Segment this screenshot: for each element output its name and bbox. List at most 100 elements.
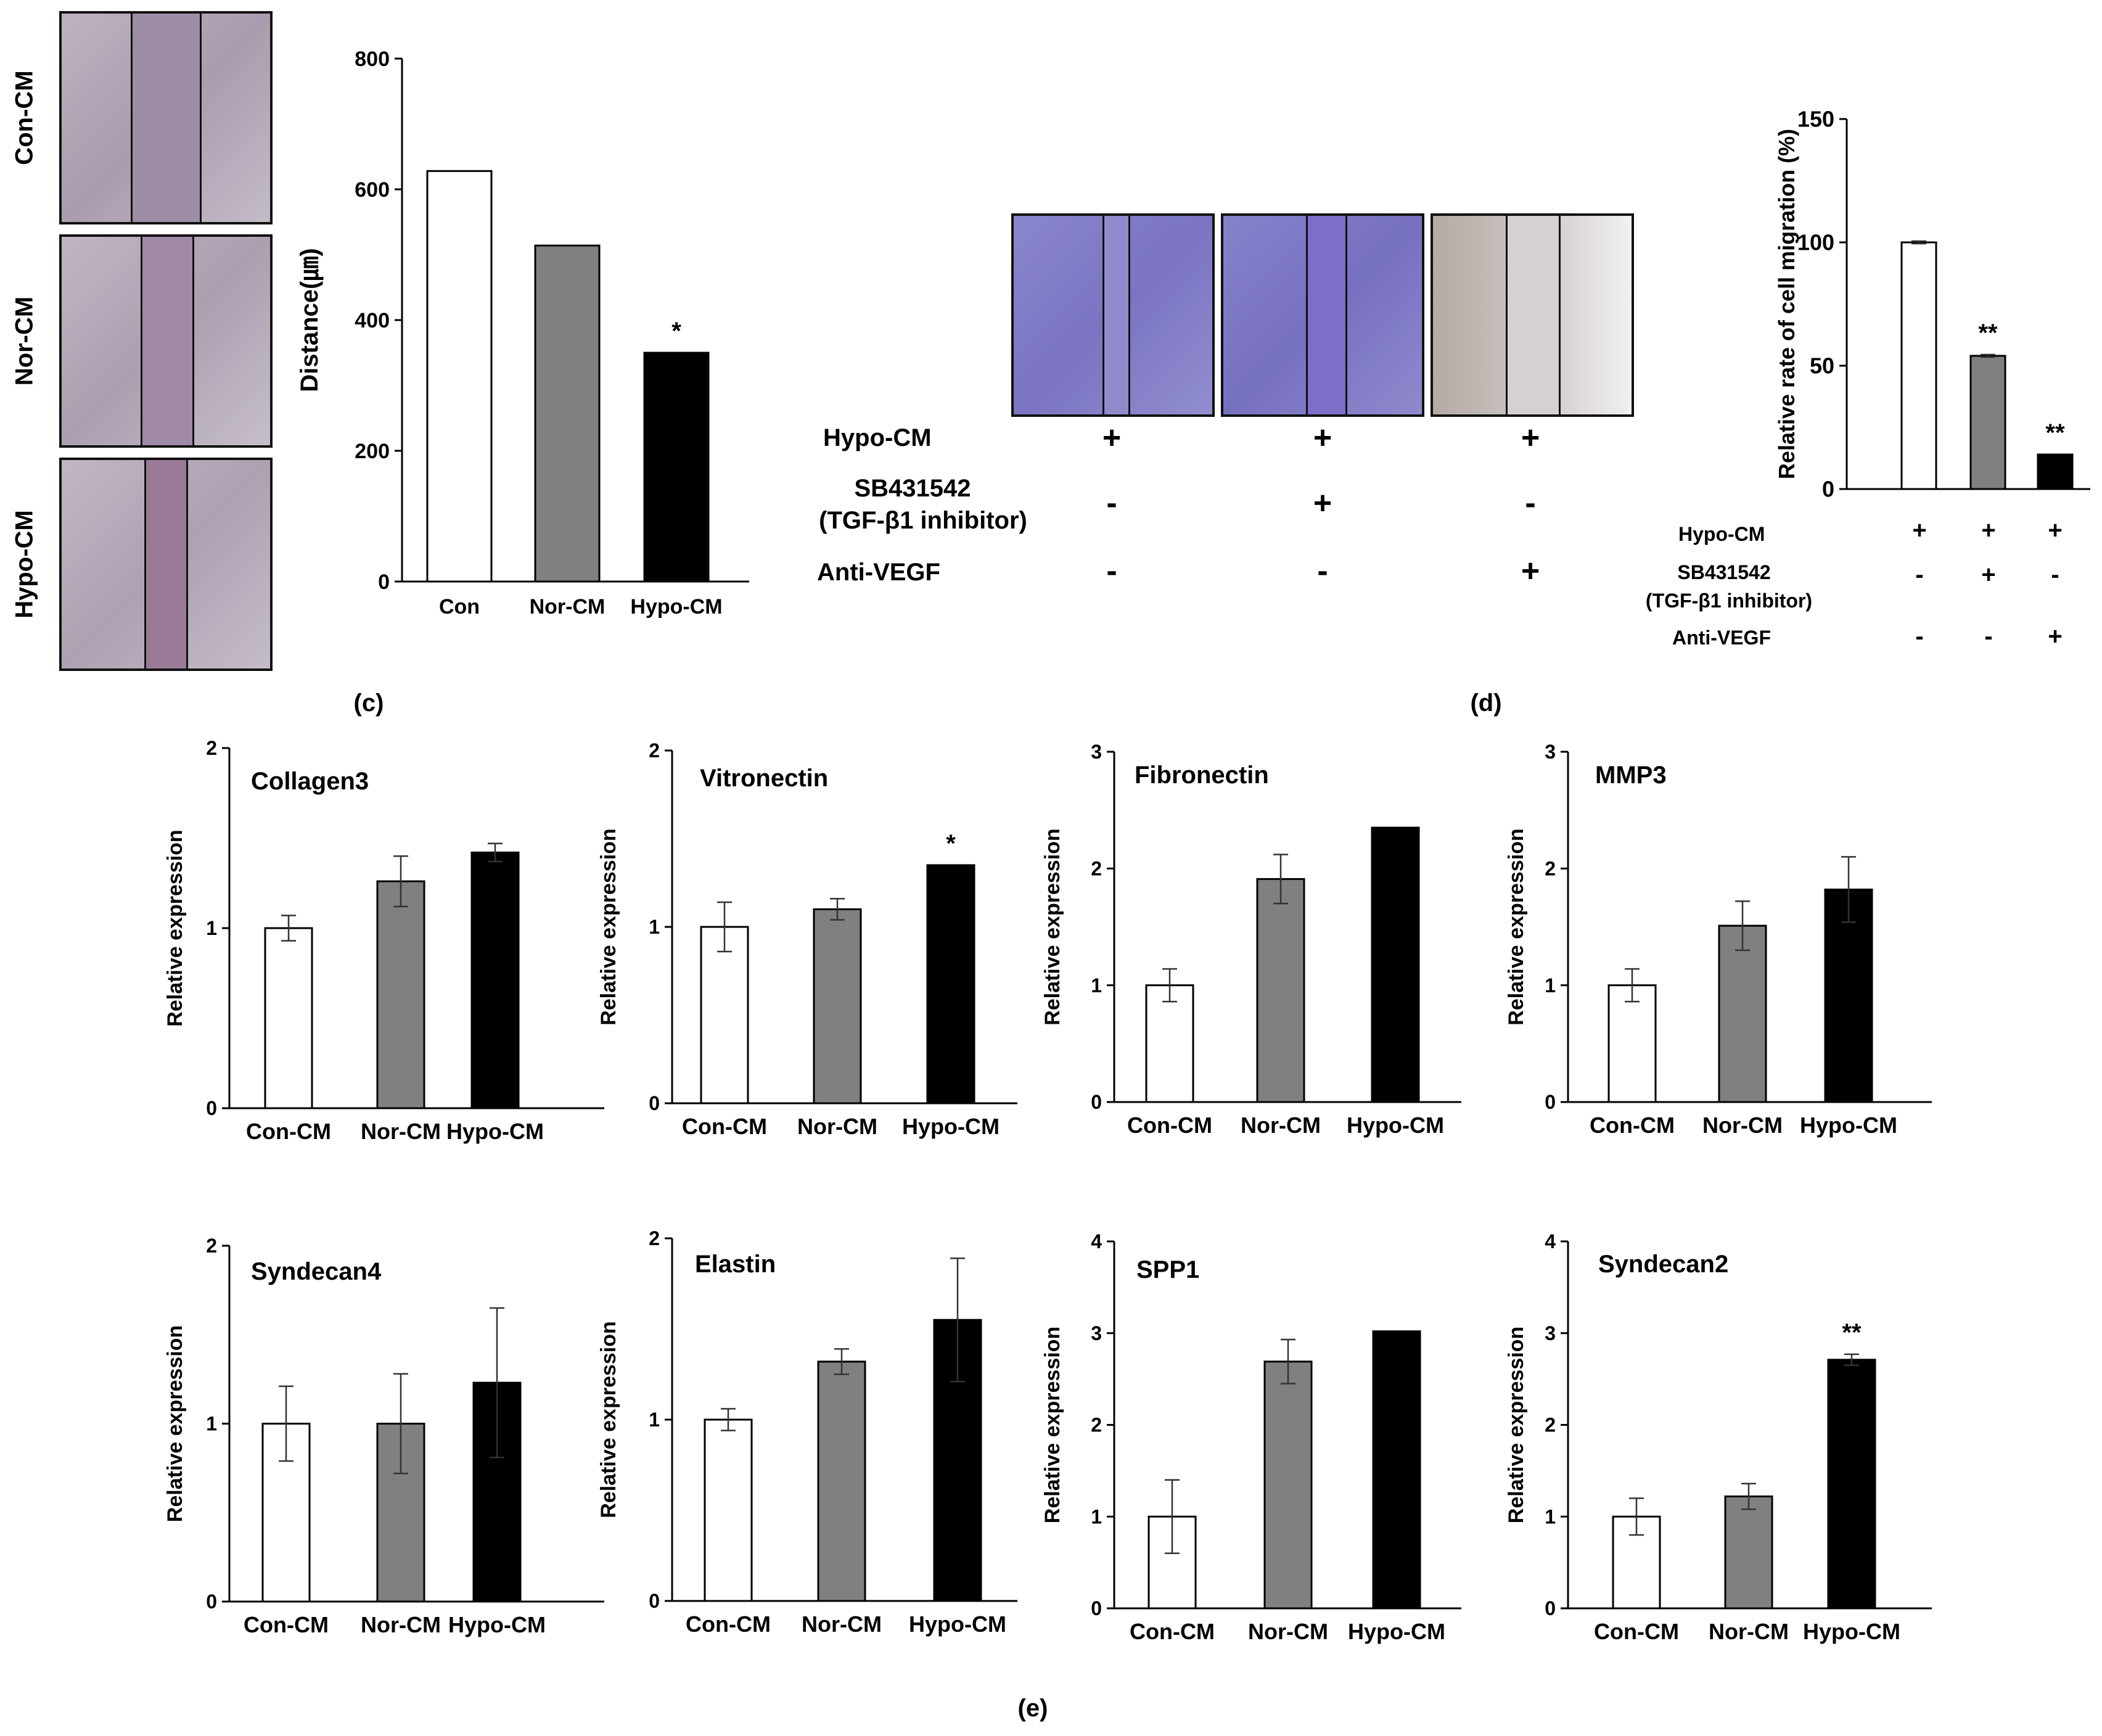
- y-tick-label: 50: [1810, 353, 1834, 379]
- x-tick-label: Hypo-CM: [1803, 1619, 1900, 1644]
- y-tick-label: 3: [1091, 741, 1102, 763]
- scratch-image-nor-cm: [59, 234, 273, 448]
- bar: [426, 170, 493, 583]
- bar: [926, 864, 975, 1105]
- y-axis-label: Distance(㎛): [296, 248, 324, 392]
- x-tick-label: Nor-CM: [1702, 1113, 1783, 1138]
- bar: [1718, 924, 1767, 1103]
- bar: [1900, 241, 1937, 490]
- significance-marker: *: [946, 830, 956, 857]
- x-tick-label: Hypo-CM: [1800, 1113, 1897, 1138]
- y-tick-label: 4: [1545, 1230, 1556, 1253]
- bar: [1824, 888, 1873, 1103]
- y-axis-label: Relative expression: [1041, 828, 1064, 1025]
- x-tick-label: Nor-CM: [797, 1114, 877, 1139]
- y-tick-label: 0: [1822, 477, 1834, 502]
- scratch-image-hypo-cm: [59, 458, 273, 671]
- y-tick-label: 1: [1091, 974, 1102, 997]
- bar: [1969, 355, 2006, 490]
- y-tick-label: 1: [206, 1413, 217, 1435]
- y-axis-label: Relative expression: [1041, 1327, 1064, 1523]
- x-tick-label: Hypo-CM: [902, 1114, 1000, 1139]
- condition-sign: -: [1106, 485, 1117, 521]
- condition-label-hypo-cm: Hypo-CM: [1678, 523, 1765, 545]
- y-tick-label: 150: [1797, 107, 1834, 132]
- x-tick-label: Nor-CM: [361, 1119, 441, 1144]
- y-tick-label: 0: [206, 1097, 217, 1119]
- chart-title: Elastin: [695, 1251, 776, 1278]
- condition-label-tgf-inhibitor: (TGF-β1 inhibitor): [819, 507, 1027, 534]
- bar: [817, 1360, 866, 1602]
- condition-sign: -: [2051, 561, 2059, 588]
- y-tick-label: 2: [1091, 1414, 1102, 1436]
- x-tick-label: Hypo-CM: [909, 1611, 1006, 1637]
- y-tick-label: 0: [649, 1092, 660, 1114]
- bar: [1145, 984, 1194, 1103]
- y-tick-label: 2: [206, 737, 217, 759]
- condition-sign: +: [1981, 561, 1996, 588]
- condition-sign: +: [2048, 517, 2063, 544]
- x-tick-label: Con-CM: [246, 1119, 331, 1144]
- condition-sign: +: [1313, 485, 1332, 521]
- y-tick-label: 3: [1545, 741, 1556, 763]
- y-tick-label: 0: [1545, 1597, 1556, 1619]
- panel-label-c: (c): [353, 689, 384, 717]
- bar: [264, 927, 313, 1109]
- y-tick-label: 1: [206, 917, 217, 939]
- condition-sign: +: [1521, 420, 1540, 456]
- condition-sign: -: [1317, 553, 1328, 589]
- y-tick-label: 3: [1091, 1322, 1102, 1344]
- y-axis-label: Relative expression: [597, 1321, 620, 1518]
- y-tick-label: 2: [1545, 858, 1556, 880]
- condition-sign: +: [1521, 553, 1540, 589]
- condition-sign: -: [1525, 485, 1536, 521]
- significance-marker: **: [1978, 319, 1998, 347]
- x-tick-label: Con-CM: [1594, 1619, 1679, 1644]
- y-tick-label: 0: [378, 570, 390, 594]
- y-axis-label: Relative expression: [163, 829, 187, 1026]
- x-tick-label: Hypo-CM: [1347, 1113, 1444, 1138]
- chart-title: Vitronectin: [700, 765, 828, 792]
- bar: [813, 908, 862, 1105]
- x-tick-label: Hypo-CM: [1348, 1619, 1445, 1644]
- bar: [1372, 1330, 1421, 1610]
- y-axis-label: Relative expression: [163, 1325, 187, 1522]
- y-tick-label: 0: [1091, 1597, 1102, 1619]
- y-tick-label: 2: [649, 739, 660, 762]
- x-tick-label: Con-CM: [1130, 1619, 1215, 1644]
- significance-marker: *: [671, 318, 681, 345]
- y-tick-label: 2: [649, 1227, 660, 1249]
- x-tick-label: Nor-CM: [1241, 1113, 1321, 1138]
- significance-marker: **: [1842, 1319, 1862, 1346]
- condition-label-sb431542: SB431542: [854, 475, 971, 502]
- y-axis-label: Relative rate of cell migration (%): [1774, 129, 1799, 479]
- bar: [1827, 1359, 1876, 1610]
- y-tick-label: 800: [355, 47, 390, 71]
- y-tick-label: 1: [649, 1409, 660, 1431]
- condition-label-anti-vegf: Anti-VEGF: [817, 559, 940, 586]
- x-tick-label: Con-CM: [682, 1114, 767, 1139]
- migration-image-anti-vegf: [1431, 213, 1634, 417]
- bar: [376, 880, 425, 1109]
- migration-image-sb431542: [1221, 213, 1424, 417]
- scratch-image-con-cm: [59, 11, 273, 224]
- panel-label-d: (d): [1470, 689, 1502, 717]
- bar: [534, 244, 601, 583]
- y-axis-label: Relative expression: [597, 828, 620, 1025]
- significance-marker: **: [2045, 419, 2065, 446]
- migration-image-hypo-cm: [1011, 213, 1215, 417]
- chart-title: Collagen3: [251, 768, 369, 795]
- condition-label-sb431542: SB431542: [1677, 561, 1771, 583]
- condition-sign: +: [1313, 420, 1332, 456]
- bar: [472, 1381, 522, 1603]
- y-tick-label: 400: [355, 309, 390, 332]
- chart-title: Syndecan4: [251, 1258, 382, 1285]
- x-tick-label: Hypo-CM: [446, 1119, 544, 1144]
- bar: [1256, 878, 1305, 1103]
- y-tick-label: 1: [649, 916, 660, 938]
- condition-label-tgf-inhibitor: (TGF-β1 inhibitor): [1645, 590, 1813, 612]
- bar: [704, 1418, 753, 1602]
- condition-sign: +: [1981, 517, 1996, 544]
- condition-label-anti-vegf: Anti-VEGF: [1672, 627, 1771, 649]
- x-tick-label: Nor-CM: [530, 595, 606, 619]
